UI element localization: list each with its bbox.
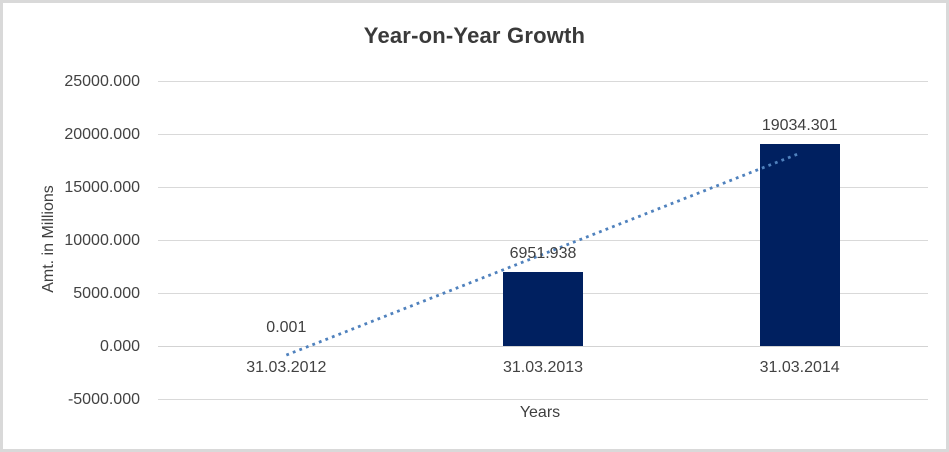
bar [759,144,840,346]
y-gridline [158,398,928,400]
x-category-label: 31.03.2013 [502,359,584,376]
y-tick-label: 15000.000 [64,179,140,196]
bar-value-label: 19034.301 [761,117,838,135]
bar [503,272,583,346]
bar-value-label: 0.001 [266,319,307,336]
y-tick-label: 25000.000 [64,73,140,90]
y-tick-label: 5000.000 [73,285,140,302]
x-category-label: 31.03.2014 [759,359,840,376]
y-gridline [158,133,928,135]
y-tick-label: 0.000 [99,338,140,355]
y-gridline [158,80,928,82]
y-tick-label: -5000.000 [67,391,140,408]
y-tick-label: 20000.000 [64,126,140,143]
x-category-label: 31.03.2012 [246,359,327,376]
chart-title: Year-on-Year Growth [363,23,586,48]
bar-value-label: 6951.938 [509,245,577,263]
y-tick-label: 10000.000 [64,232,140,249]
x-axis-title: Years [519,404,561,421]
